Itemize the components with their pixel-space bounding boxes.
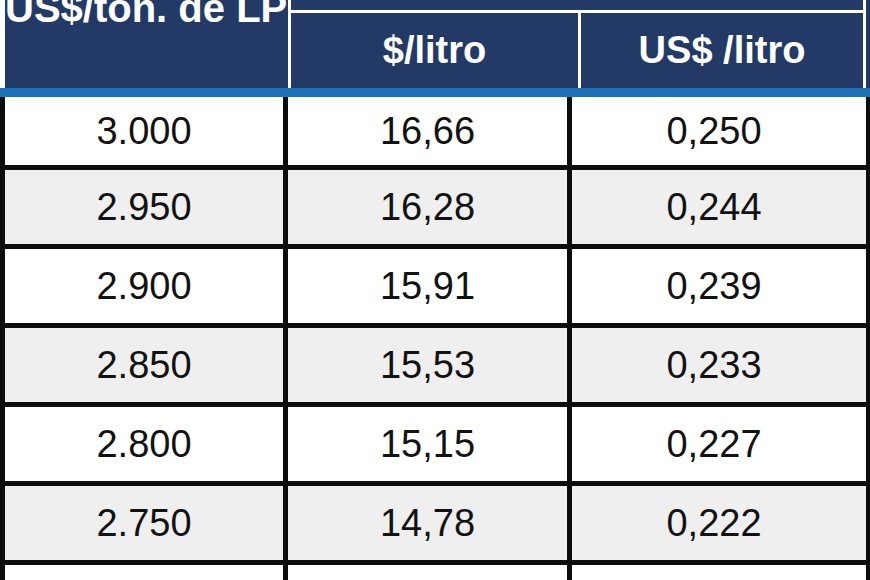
column-header-peso-litro: $/litro xyxy=(291,13,578,88)
table-cell: 2.750 xyxy=(5,486,288,560)
table-row: 2.85015,530,233 xyxy=(5,328,866,407)
table-cell: 0,222 xyxy=(572,486,856,560)
table-cell: 0,227 xyxy=(572,407,856,481)
table-body: 3.00016,660,2502.95016,280,2442.90015,91… xyxy=(0,97,870,580)
price-conversion-table: US$/ton. de LPE $/litro US$ /litro 3.000… xyxy=(0,0,870,580)
header-edge xyxy=(866,0,870,88)
accent-stripe xyxy=(0,88,870,97)
table-cell: 2.900 xyxy=(5,249,288,323)
header-top-band xyxy=(291,0,866,10)
column-header-lpe-cell: US$/ton. de LPE xyxy=(5,0,288,88)
table-row-partial xyxy=(5,565,866,580)
table-cell: 0,250 xyxy=(572,97,856,165)
table-cell: 2.950 xyxy=(5,170,288,244)
table-row: 2.75014,780,222 xyxy=(5,486,866,565)
table-cell: 16,28 xyxy=(288,170,572,244)
table-cell: 3.000 xyxy=(5,97,288,165)
table-cell: 0,233 xyxy=(572,328,856,402)
table-row: 3.00016,660,250 xyxy=(5,97,866,170)
table-row: 2.80015,150,227 xyxy=(5,407,866,486)
table-cell xyxy=(288,565,572,580)
column-header-usd-litro: US$ /litro xyxy=(581,13,863,88)
table-row: 2.95016,280,244 xyxy=(5,170,866,249)
table-cell: 2.850 xyxy=(5,328,288,402)
table-cell xyxy=(5,565,288,580)
table-cell: 0,244 xyxy=(572,170,856,244)
table-cell: 15,15 xyxy=(288,407,572,481)
column-header-lpe-label: US$/ton. de LPE xyxy=(5,0,288,30)
table-cell: 16,66 xyxy=(288,97,572,165)
table-cell: 15,53 xyxy=(288,328,572,402)
table-row: 2.90015,910,239 xyxy=(5,249,866,328)
table-cell: 2.800 xyxy=(5,407,288,481)
table-cell: 14,78 xyxy=(288,486,572,560)
table-cell: 15,91 xyxy=(288,249,572,323)
table-cell: 0,239 xyxy=(572,249,856,323)
table-cell xyxy=(572,565,856,580)
